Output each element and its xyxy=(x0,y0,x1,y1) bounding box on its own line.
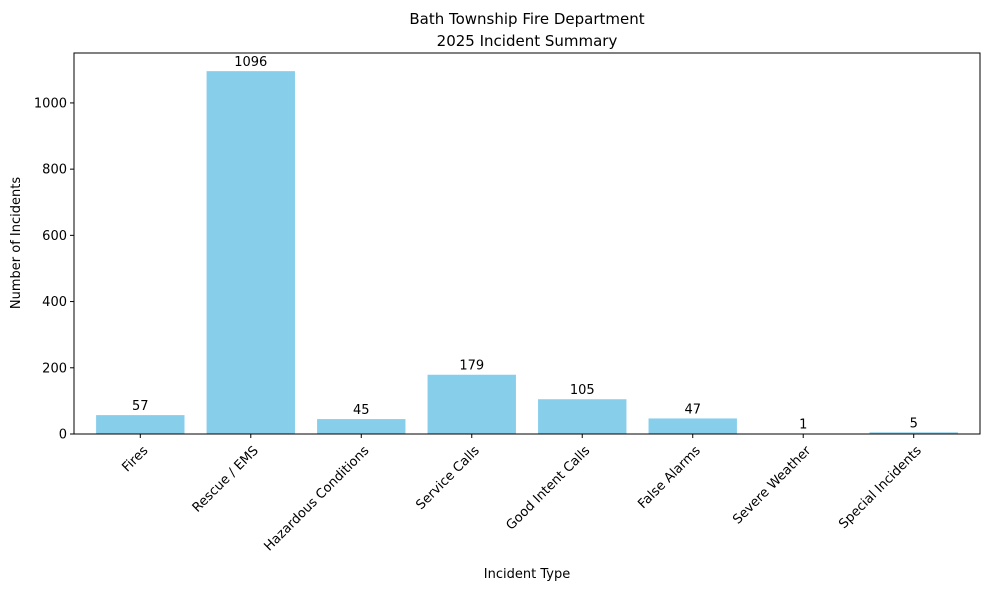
y-tick-label: 800 xyxy=(42,163,67,178)
value-labels-group: 57 1096 45 179 105 47 1 5 xyxy=(132,55,918,433)
y-tick-label: 1000 xyxy=(34,96,67,111)
y-tick-label: 400 xyxy=(42,295,67,310)
bar-false-alarms xyxy=(648,418,737,434)
y-tick-label: 600 xyxy=(42,229,67,244)
value-label-false-alarms: 47 xyxy=(684,402,701,417)
x-tick-label-good-intent-calls: Good Intent Calls xyxy=(503,443,593,533)
bar-good-intent-calls xyxy=(538,399,627,434)
y-tick-label: 0 xyxy=(59,428,67,443)
value-label-severe-weather: 1 xyxy=(799,418,807,433)
value-label-special-incidents: 5 xyxy=(910,416,918,431)
chart-title-line-2: 2025 Incident Summary xyxy=(437,32,618,50)
y-tick-label: 200 xyxy=(42,361,67,376)
x-tick-label-severe-weather: Severe Weather xyxy=(730,443,815,528)
plot-frame xyxy=(73,52,981,435)
x-tick-label-service-calls: Service Calls xyxy=(413,443,483,513)
x-axis-ticks: Fires Rescue / EMS Hazardous Conditions Ser… xyxy=(120,434,925,554)
x-tick-label-special-incidents: Special Incidents xyxy=(836,443,925,532)
chart-title-line-1: Bath Township Fire Department xyxy=(409,10,644,28)
value-label-rescue-ems: 1096 xyxy=(234,55,267,70)
value-label-fires: 57 xyxy=(132,399,149,414)
y-axis-label: Number of Incidents xyxy=(9,177,24,309)
bar-hazardous-conditions xyxy=(317,419,406,434)
y-axis-ticks: 0 200 400 600 800 1000 xyxy=(34,96,74,443)
bar-rescue-ems xyxy=(206,71,295,435)
bar-special-incidents xyxy=(869,432,958,434)
bars-group xyxy=(96,71,958,435)
bar-fires xyxy=(96,415,185,434)
x-tick-label-false-alarms: False Alarms xyxy=(635,443,704,512)
value-label-good-intent-calls: 105 xyxy=(570,383,595,398)
bar-service-calls xyxy=(427,374,516,434)
x-axis-label: Incident Type xyxy=(484,567,570,582)
x-tick-label-hazardous-conditions: Hazardous Conditions xyxy=(261,443,372,554)
x-tick-label-fires: Fires xyxy=(120,443,152,475)
x-tick-label-rescue-ems: Rescue / EMS xyxy=(190,443,262,515)
value-label-hazardous-conditions: 45 xyxy=(353,403,370,418)
value-label-service-calls: 179 xyxy=(459,359,484,374)
